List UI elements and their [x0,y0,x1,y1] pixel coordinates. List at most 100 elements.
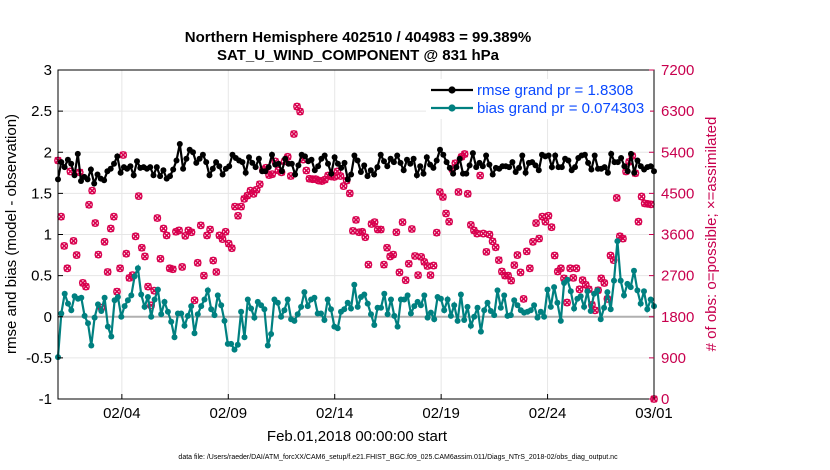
obs-count-point [190,296,199,305]
rmse-point [269,151,275,158]
obs-assimilated-marker [268,170,276,178]
rmse-point [357,169,364,175]
bias-point [98,308,105,314]
obs-possible-marker [401,276,410,285]
obs-assimilated-marker [398,218,407,226]
obs-possible-marker [460,150,469,158]
obs-possible-marker [383,243,391,252]
obs-count-point [401,276,410,285]
obs-assimilated-marker [464,190,472,198]
obs-assimilated-marker [495,256,503,264]
obs-count-point [153,214,162,222]
bias-point [531,302,538,309]
bias-point [274,299,281,306]
obs-assimilated-marker [113,288,121,296]
obs-assimilated-marker [60,242,68,250]
bias-point [447,312,454,319]
obs-assimilated-marker [523,247,531,255]
bias-point [567,288,574,295]
rmse-point [407,160,414,167]
bias-point [494,287,501,294]
right-y-tick-label: 5400 [661,144,694,161]
rmse-point [631,169,638,176]
bias-point [334,325,341,332]
obs-possible-marker [482,247,491,256]
bias-point [631,267,637,274]
bias-point [441,307,448,314]
obs-assimilated-marker [439,193,447,201]
rmse-point [371,171,378,178]
obs-count-point [429,261,438,270]
rmse-point [203,159,210,166]
obs-assimilated-marker [178,263,186,271]
obs-count-point [144,282,152,291]
obs-assimilated-marker [479,230,487,238]
obs-possible-marker [88,186,97,195]
rmse-point [437,146,443,153]
bias-point [264,342,271,349]
obs-possible-marker [494,256,503,264]
bias-point [481,307,488,314]
obs-possible-marker [572,264,581,273]
obs-count-point [296,107,305,116]
obs-count-point [221,227,230,236]
obs-assimilated-marker [402,276,410,284]
obs-count-point [193,258,202,267]
bias-point [471,313,478,320]
legend-rmse-label: rmse grand pr = 1.8308 [477,82,633,99]
obs-assimilated-marker [194,259,202,267]
bias-point [148,313,155,320]
obs-assimilated-marker [107,224,115,233]
obs-count-point [69,236,78,245]
legend-box [426,79,650,119]
data-file-footer: data file: /Users/raeder/DAI/ATM_forcXX/… [178,454,618,461]
obs-assimilated-marker [492,243,500,251]
left-y-tick-label: -1 [39,391,52,408]
rmse-point [147,164,154,171]
bias-point [514,302,521,309]
rmse-point [226,163,233,170]
bias-point [364,300,371,307]
rmse-point [624,168,631,175]
rmse-point [130,172,137,179]
bias-point [361,291,368,298]
obs-count-point [199,271,208,280]
bias-point [474,304,481,311]
bias-point [424,314,431,321]
bias-point [467,322,474,329]
obs-count-point [209,256,218,265]
rmse-point [338,164,345,171]
right-y-axis-ticks: 0 900 1800 2700 3600 4500 5400 6300 7200 [649,62,694,408]
bias-point [647,296,654,303]
obs-count-point [370,218,379,227]
obs-assimilated-marker [206,225,214,234]
obs-count-point [556,264,565,273]
obs-assimilated-marker [513,251,521,259]
obs-possible-marker [234,211,242,220]
obs-assimilated-marker [551,251,559,260]
bias-point [394,323,401,330]
bias-point [85,320,91,327]
obs-count-point [88,186,97,195]
bias-point [384,311,391,318]
bias-point [587,308,594,314]
obs-assimilated-marker [473,230,481,238]
obs-count-point [106,224,115,233]
rmse-point [157,173,164,180]
rmse-point [160,167,167,174]
bias-point [444,296,451,303]
bias-point [258,302,265,309]
legend-bias-label: bias grand pr = 0.074303 [477,100,644,117]
bias-series [55,238,657,361]
obs-possible-marker [134,192,143,201]
bias-point [121,303,128,310]
bias-point [214,292,221,299]
obs-count-point [383,243,391,252]
bias-point [594,287,601,294]
bias-point [138,291,145,298]
bias-point [411,303,418,310]
bias-point [417,302,424,309]
obs-assimilated-marker [336,172,345,180]
left-y-tick-label: 1 [44,227,52,244]
rmse-point [509,159,516,166]
